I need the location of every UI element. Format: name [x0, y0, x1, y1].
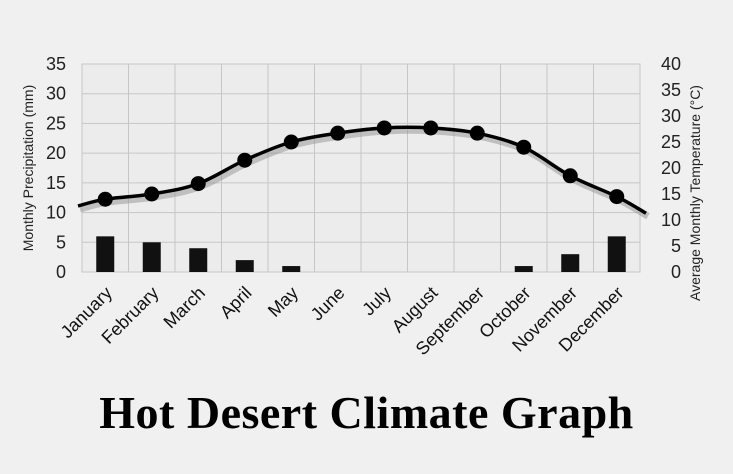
- month-label: June: [307, 283, 349, 325]
- right-tick-label: 20: [661, 158, 681, 178]
- temperature-marker: [423, 120, 439, 136]
- right-tick-label: 40: [661, 54, 681, 74]
- left-axis-ticks: 0 5 10 15 20 25 30 35: [46, 54, 66, 282]
- precipitation-bar: [282, 266, 301, 272]
- precipitation-bar: [607, 236, 626, 272]
- left-tick-label: 10: [46, 203, 66, 223]
- left-axis-title: Monthly Precipitation (mm): [20, 85, 36, 252]
- left-tick-label: 25: [46, 113, 66, 133]
- left-tick-label: 0: [56, 262, 66, 282]
- left-tick-label: 5: [56, 232, 66, 252]
- right-axis-ticks: 0 5 10 15 20 25 30 35 40: [661, 54, 681, 282]
- temperature-marker: [469, 125, 485, 141]
- right-tick-label: 10: [661, 210, 681, 230]
- temperature-line: [77, 120, 650, 220]
- left-tick-label: 30: [46, 84, 66, 104]
- left-tick-label: 15: [46, 173, 66, 193]
- right-axis-title: Average Monthly Temperature (°C): [687, 85, 703, 301]
- temperature-marker: [330, 125, 346, 141]
- temperature-marker: [283, 134, 299, 150]
- month-label: March: [160, 283, 210, 333]
- precipitation-bar: [96, 236, 115, 272]
- temperature-marker: [516, 139, 532, 155]
- precipitation-bar: [235, 260, 254, 272]
- precipitation-bar: [189, 248, 208, 272]
- temperature-marker: [609, 189, 625, 205]
- temperature-marker: [97, 191, 113, 207]
- month-label: July: [358, 283, 395, 320]
- month-label: May: [264, 283, 302, 321]
- precipitation-bar: [514, 266, 533, 272]
- temperature-marker: [190, 176, 206, 192]
- precipitation-bars: [96, 236, 626, 272]
- plot-gridlines: [81, 63, 641, 273]
- precipitation-bar: [142, 242, 161, 272]
- temperature-marker: [376, 120, 392, 136]
- temperature-marker: [562, 168, 578, 184]
- left-tick-label: 35: [46, 54, 66, 74]
- temperature-marker: [237, 152, 253, 168]
- chart-title: Hot Desert Climate Graph: [99, 387, 634, 438]
- month-label: April: [216, 283, 256, 323]
- right-tick-label: 5: [671, 236, 681, 256]
- right-tick-label: 30: [661, 106, 681, 126]
- precipitation-bar: [561, 254, 580, 272]
- right-tick-label: 35: [661, 80, 681, 100]
- temperature-marker: [144, 186, 160, 202]
- left-tick-label: 20: [46, 143, 66, 163]
- right-tick-label: 15: [661, 184, 681, 204]
- right-tick-label: 0: [671, 262, 681, 282]
- right-tick-label: 25: [661, 132, 681, 152]
